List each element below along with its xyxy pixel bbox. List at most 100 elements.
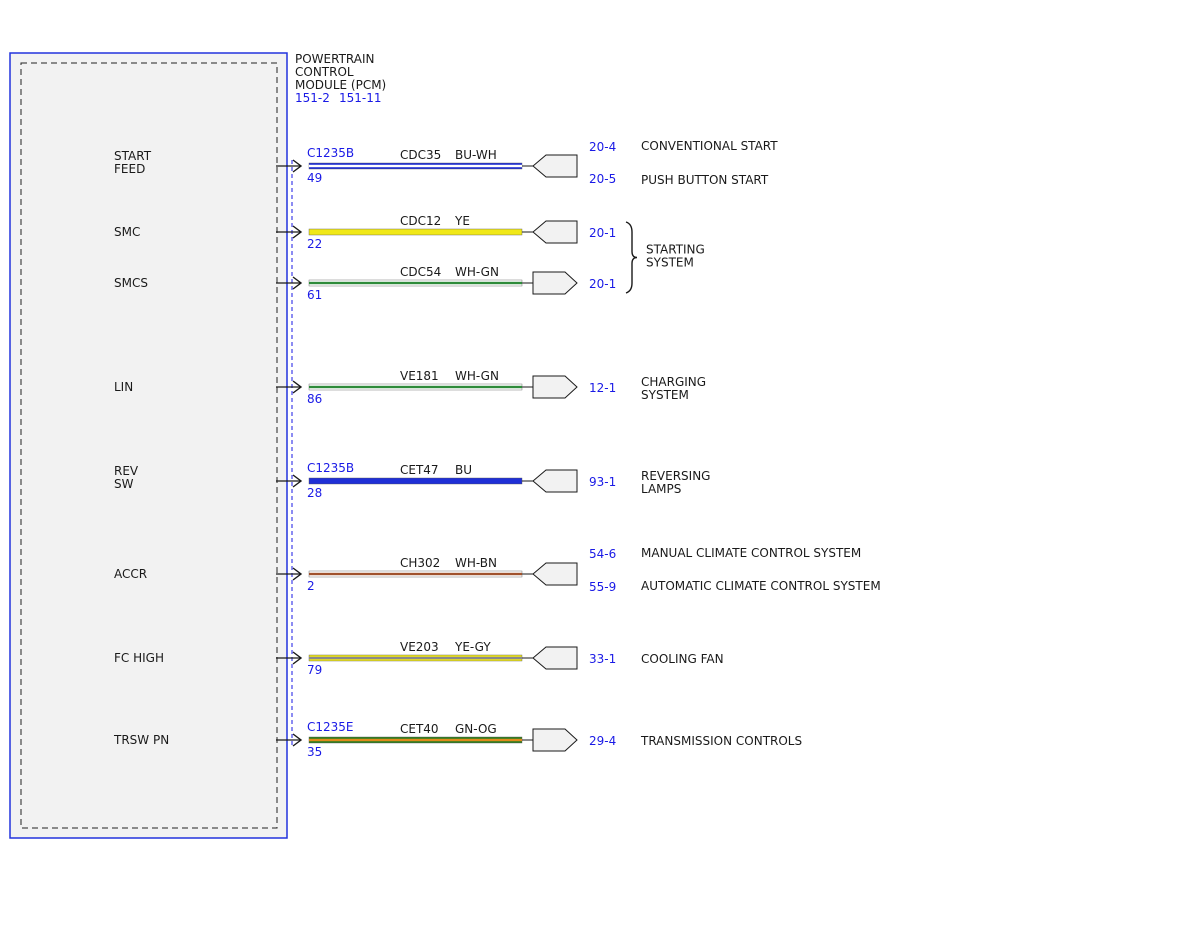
connector-id[interactable]: C1235E <box>307 720 354 734</box>
connector-shape <box>532 728 578 752</box>
destination-ref-link[interactable]: 54-6 <box>589 547 616 561</box>
pin-number: 49 <box>307 171 322 185</box>
wire-color-code: GN-OG <box>455 722 497 736</box>
connector-shape <box>532 271 578 295</box>
signal-label: ACCR <box>114 567 147 581</box>
pin-number: 22 <box>307 237 322 251</box>
circuit-id: VE181 <box>400 369 439 383</box>
circuit-fc-high: FC HIGH 79 VE203 YE-GY 33-1 COOLING FAN <box>114 640 724 677</box>
circuit-accr: ACCR 2 CH302 WH-BN 54-6 MANUAL CLIMATE CONTRO… <box>114 546 881 594</box>
wire[interactable] <box>308 228 523 236</box>
group-label: STARTING <box>646 243 705 257</box>
circuit-id: CDC12 <box>400 214 441 228</box>
pin-number: 28 <box>307 486 322 500</box>
pin-arrow-icon <box>292 380 303 394</box>
wire[interactable] <box>308 279 523 287</box>
pin-arrow-icon <box>292 225 303 239</box>
signal-label: REV <box>114 464 139 478</box>
pin-arrow-icon <box>292 567 303 581</box>
connector-shape <box>532 562 578 586</box>
circuit-id: CET47 <box>400 463 439 477</box>
connector-id[interactable]: C1235B <box>307 146 354 160</box>
destination-label: CHARGING <box>641 375 706 389</box>
pin-arrow-icon <box>292 733 303 747</box>
circuit-smcs: SMCS 61 CDC54 WH-GN 20-1 <box>114 265 616 302</box>
pin-number: 79 <box>307 663 322 677</box>
pin-number: 35 <box>307 745 322 759</box>
destination-ref-link[interactable]: 20-4 <box>589 140 616 154</box>
circuit-id: CDC54 <box>400 265 441 279</box>
connector-shape <box>532 154 578 178</box>
wire[interactable] <box>308 654 523 662</box>
signal-label: START <box>114 149 152 163</box>
circuit-id: VE203 <box>400 640 439 654</box>
pin-arrow-icon <box>292 159 303 173</box>
destination-ref-link[interactable]: 20-5 <box>589 172 616 186</box>
wire-color-code: WH-GN <box>455 265 499 279</box>
circuit-id: CDC35 <box>400 148 441 162</box>
module-ref-link-1[interactable]: 151-2 <box>295 91 330 105</box>
brace-icon <box>625 221 638 294</box>
wire-color-code: BU-WH <box>455 148 497 162</box>
signal-label: SMCS <box>114 276 148 290</box>
destination-ref-link[interactable]: 93-1 <box>589 475 616 489</box>
pin-arrow-icon <box>292 651 303 665</box>
destination-ref-link[interactable]: 33-1 <box>589 652 616 666</box>
circuit-trsw-pn: TRSW PN C1235E 35 CET40 GN-OG 29-4 TRANSMISSIO… <box>113 720 802 759</box>
wire-color-code: YE-GY <box>454 640 491 654</box>
destination-label: MANUAL CLIMATE CONTROL SYSTEM <box>641 546 861 560</box>
circuit-smc: SMC 22 CDC12 YE 20-1 <box>114 214 616 251</box>
destination-label: TRANSMISSION CONTROLS <box>640 734 802 748</box>
wire-color-code: WH-BN <box>455 556 497 570</box>
wire[interactable] <box>308 162 523 170</box>
connector-shape <box>532 469 578 493</box>
module-title-line-3: MODULE (PCM) <box>295 78 386 92</box>
pin-number: 61 <box>307 288 322 302</box>
destination-label: PUSH BUTTON START <box>641 173 769 187</box>
wire[interactable] <box>308 570 523 578</box>
destination-ref-link[interactable]: 20-1 <box>589 277 616 291</box>
connector-shape <box>532 646 578 670</box>
wire[interactable] <box>308 383 523 391</box>
signal-label: FC HIGH <box>114 651 164 665</box>
destination-ref-link[interactable]: 55-9 <box>589 580 616 594</box>
destination-label: REVERSING <box>641 469 710 483</box>
module-title-line-1: POWERTRAIN <box>295 52 375 66</box>
wire[interactable] <box>308 736 523 744</box>
destination-label: SYSTEM <box>641 388 689 402</box>
module-title-line-2: CONTROL <box>295 65 354 79</box>
circuit-id: CH302 <box>400 556 440 570</box>
pcm-module-box <box>9 52 288 839</box>
wire-color-code: BU <box>455 463 472 477</box>
signal-label: FEED <box>114 162 145 176</box>
destination-label: LAMPS <box>641 482 681 496</box>
pin-number: 2 <box>307 579 315 593</box>
pin-number: 86 <box>307 392 322 406</box>
signal-label: SMC <box>114 225 140 239</box>
destination-label: CONVENTIONAL START <box>641 139 778 153</box>
wire-color-code: YE <box>454 214 470 228</box>
connector-id[interactable]: C1235B <box>307 461 354 475</box>
module-ref-link-2[interactable]: 151-11 <box>339 91 382 105</box>
destination-label: AUTOMATIC CLIMATE CONTROL SYSTEM <box>641 579 881 593</box>
pin-arrow-icon <box>292 276 303 290</box>
destination-ref-link[interactable]: 29-4 <box>589 734 616 748</box>
destination-ref-link[interactable]: 12-1 <box>589 381 616 395</box>
connector-shape <box>532 375 578 399</box>
connector-shape <box>532 220 578 244</box>
wire-color-code: WH-GN <box>455 369 499 383</box>
group-label: SYSTEM <box>646 256 694 270</box>
wire[interactable] <box>308 477 523 485</box>
pin-arrow-icon <box>292 474 303 488</box>
circuit-id: CET40 <box>400 722 439 736</box>
destination-ref-link[interactable]: 20-1 <box>589 226 616 240</box>
signal-label: SW <box>114 477 134 491</box>
signal-label: TRSW PN <box>113 733 169 747</box>
destination-label: COOLING FAN <box>641 652 724 666</box>
